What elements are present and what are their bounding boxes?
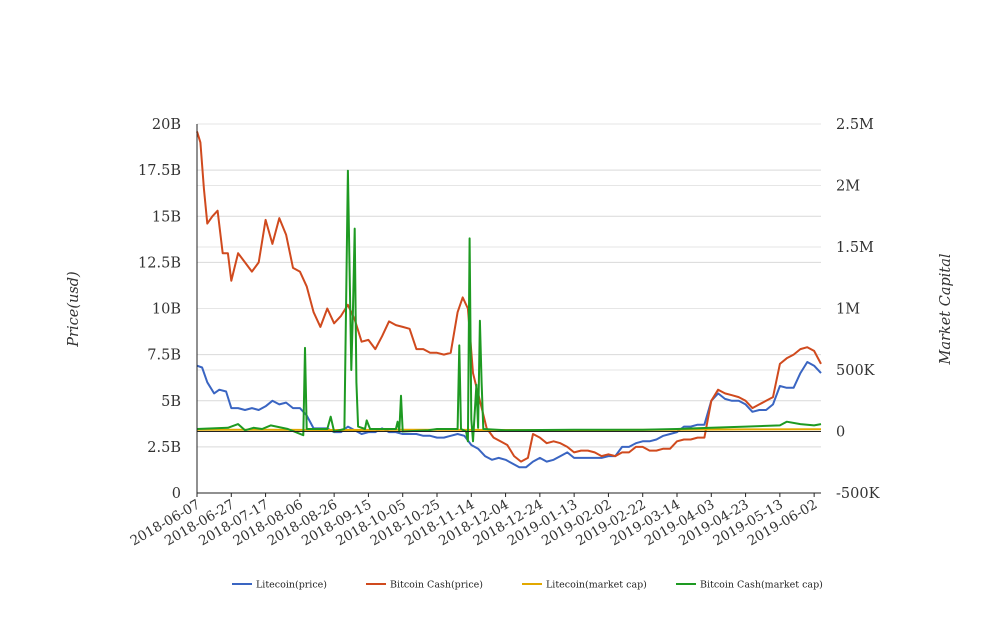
y-left-tick-label: 7.5B [147,348,181,364]
y-left-tick-label: 15B [152,209,181,225]
axes-layer: 0 2.5B 5B 7.5B 10B 12.5B 15B 17.5B 20B -500K 0 500K… [128,117,881,549]
y-axis-left-title: Price(usd) [66,271,82,347]
legend-label-0: Litecoin(price) [256,580,327,591]
legend-label-3: Bitcoin Cash(market cap) [700,580,823,591]
y-left-tick-label: 20B [152,117,181,133]
series-layer [196,131,822,469]
series-line-0 [196,361,822,469]
grid-layer [197,123,821,448]
legend-label-2: Litecoin(market cap) [546,580,647,591]
y-right-tick-label: 0 [836,425,845,441]
y-left-tick-label: 10B [152,302,181,318]
y-right-tick-label: 500K [836,363,876,379]
y-right-tick-label: 1M [836,302,860,318]
y-left-tick-label: 17.5B [138,163,181,179]
y-left-tick-label: 2.5B [147,440,181,456]
y-left-tick-label: 12.5B [138,255,181,271]
y-left-tick-label: 0 [172,486,181,502]
y-right-tick-label: -500K [836,486,881,502]
legend-label-1: Bitcoin Cash(price) [390,580,483,591]
y-right-tick-label: 2.5M [836,117,874,133]
series-line-1 [196,131,822,463]
y-left-tick-label: 5B [161,394,181,410]
y-right-tick-label: 1.5M [836,240,874,256]
legend: Litecoin(price) Bitcoin Cash(price) Liteco… [232,580,823,591]
y-axis-right-title: Market Capital [938,253,954,365]
series-line-3 [196,169,822,443]
y-right-tick-label: 2M [836,179,860,195]
